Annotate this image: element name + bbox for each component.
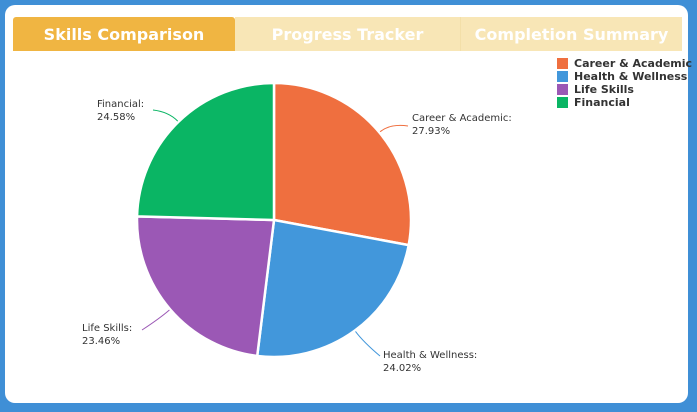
- legend-label: Financial: [574, 96, 630, 109]
- slice-labels: Career & Academic: 27.93% Health & Welln…: [82, 99, 512, 374]
- pie-slice-health-wellness[interactable]: [255, 218, 411, 359]
- leader-line-financial: [152, 109, 179, 122]
- legend-swatch: [557, 58, 568, 69]
- legend-label: Life Skills: [574, 83, 634, 96]
- leader-line-life-skills: [141, 309, 170, 331]
- slice-label-health-wellness-name: Health & Wellness:: [383, 350, 477, 361]
- legend-swatch: [557, 84, 568, 95]
- leader-lines: [141, 109, 409, 357]
- slice-label-career-academic-name: Career & Academic:: [412, 113, 512, 124]
- legend-item-health-wellness[interactable]: Health & Wellness: [557, 70, 692, 83]
- slice-label-career-academic-pct: 27.93%: [412, 126, 450, 137]
- tab-progress-tracker[interactable]: Progress Tracker: [235, 17, 460, 51]
- legend-label: Career & Academic: [574, 57, 693, 70]
- tab-completion-summary[interactable]: Completion Summary: [460, 17, 682, 51]
- slice-label-financial-pct: 24.58%: [97, 112, 135, 123]
- slice-label-financial-name: Financial:: [97, 99, 144, 110]
- pie-slice-life-skills[interactable]: [135, 215, 276, 358]
- legend-item-career-academic[interactable]: Career & Academic: [557, 57, 692, 70]
- legend-item-life-skills[interactable]: Life Skills: [557, 83, 692, 96]
- legend-label: Health & Wellness: [574, 70, 688, 83]
- legend-swatch: [557, 71, 568, 82]
- tab-skills-comparison[interactable]: Skills Comparison: [13, 17, 235, 51]
- tab-bar: Skills Comparison Progress Tracker Compl…: [13, 17, 682, 51]
- slice-label-life-skills-name: Life Skills:: [82, 323, 132, 334]
- chart-legend: Career & Academic Health & Wellness Life…: [557, 57, 692, 109]
- legend-swatch: [557, 97, 568, 108]
- slice-label-health-wellness-pct: 24.02%: [383, 363, 421, 374]
- pie-slice-financial[interactable]: [135, 81, 276, 222]
- leader-line-career-academic: [379, 124, 409, 133]
- legend-item-financial[interactable]: Financial: [557, 96, 692, 109]
- leader-line-health-wellness: [355, 331, 381, 357]
- pie-slices: [135, 81, 413, 359]
- pie-slice-career-academic[interactable]: [272, 81, 413, 247]
- slice-label-life-skills-pct: 23.46%: [82, 336, 120, 347]
